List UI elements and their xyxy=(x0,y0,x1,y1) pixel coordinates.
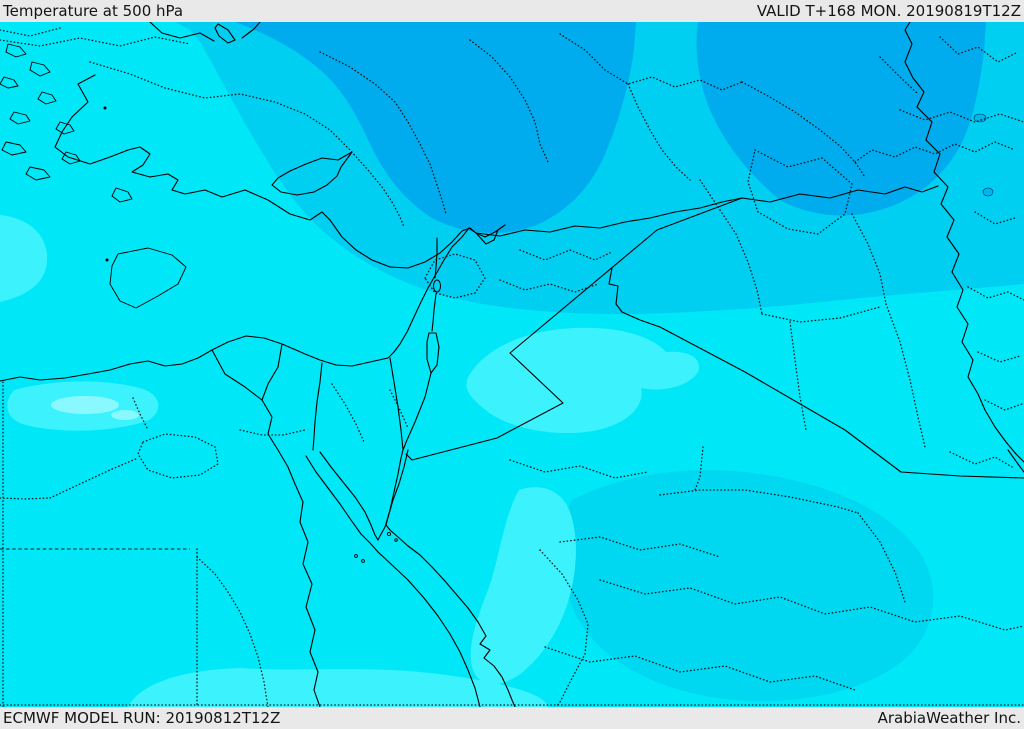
valid-time-label: VALID T+168 MON. 20190819T12Z xyxy=(756,2,1021,20)
map-title: Temperature at 500 hPa xyxy=(3,2,184,20)
map-canvas xyxy=(0,22,1024,707)
brand-label: ArabiaWeather Inc. xyxy=(877,709,1021,727)
lakes xyxy=(973,113,994,197)
temp-cold-core-east xyxy=(696,22,986,216)
model-run-label: ECMWF MODEL RUN: 20190812T12Z xyxy=(3,709,281,727)
footer-bar: ECMWF MODEL RUN: 20190812T12Z ArabiaWeat… xyxy=(0,707,1024,729)
coastline-layer xyxy=(0,22,516,707)
temp-band-warm-redsea xyxy=(470,487,576,685)
temp-band-warm-jordan xyxy=(466,327,699,434)
temp-band-warm-west-edge xyxy=(0,215,48,302)
temp-band-cool-south xyxy=(560,470,934,702)
temp-band-warm-south-tongue xyxy=(128,668,548,707)
admin-border-layer xyxy=(0,27,1024,707)
weather-map xyxy=(0,22,1024,707)
country-border-layer xyxy=(389,22,1024,479)
temp-band-warmest-spot2 xyxy=(111,410,139,420)
temp-cold-core-west xyxy=(235,22,636,233)
temp-band-warmest-spot xyxy=(51,396,119,414)
header-bar: Temperature at 500 hPa VALID T+168 MON. … xyxy=(0,0,1024,22)
